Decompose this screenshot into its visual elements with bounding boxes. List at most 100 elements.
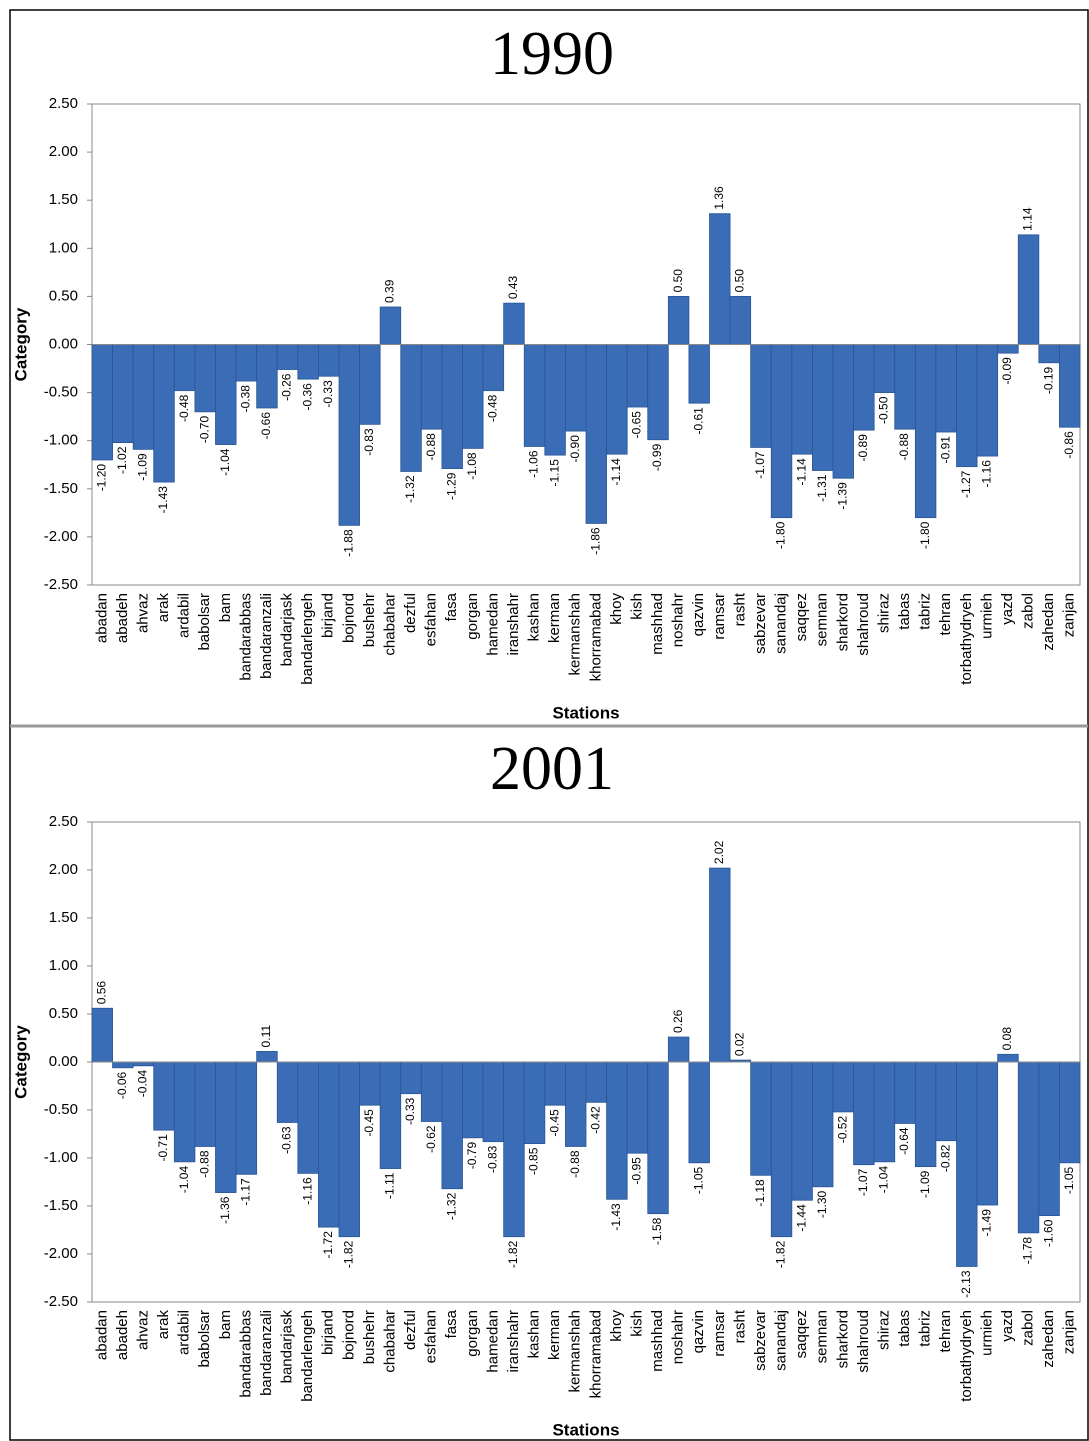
y-tick-label: 0.00 <box>49 335 78 352</box>
bar <box>935 1061 957 1142</box>
y-tick-label: 2.00 <box>49 143 78 160</box>
bar <box>565 1061 587 1147</box>
x-tick-label: mashhad <box>649 1310 666 1372</box>
y-tick-label: -1.00 <box>44 1149 78 1166</box>
value-label: 0.56 <box>94 981 108 1005</box>
y-tick-label: -2.00 <box>44 528 78 545</box>
value-label: -0.19 <box>1041 366 1055 394</box>
value-label: -1.80 <box>774 521 788 549</box>
value-label: 0.26 <box>671 1009 685 1033</box>
value-label: -0.45 <box>547 1109 561 1137</box>
x-tick-label: khorramabad <box>587 593 604 681</box>
x-tick-label: tabriz <box>917 1310 934 1347</box>
y-axis-title: Category <box>11 307 30 381</box>
value-label: -0.89 <box>856 434 870 462</box>
value-label: -0.79 <box>465 1142 479 1170</box>
value-label: -1.72 <box>321 1231 335 1259</box>
x-tick-label: bam <box>217 1310 234 1339</box>
x-tick-label: noshahr <box>670 593 687 647</box>
x-tick-label: shahroud <box>855 593 872 656</box>
bar <box>812 344 834 471</box>
bar <box>379 306 402 345</box>
bar <box>482 1061 505 1143</box>
value-label: -1.20 <box>94 464 108 492</box>
bar <box>1038 344 1060 364</box>
x-tick-label: bandaranzali <box>258 1310 275 1396</box>
value-label: -1.04 <box>218 448 232 476</box>
value-label: -0.06 <box>115 1071 129 1099</box>
x-tick-label: semnan <box>814 593 831 646</box>
value-label: -1.07 <box>856 1168 870 1196</box>
y-tick-label: 1.50 <box>49 909 78 926</box>
bar <box>173 344 196 392</box>
value-label: -0.38 <box>239 385 253 413</box>
bar <box>194 344 216 413</box>
bar <box>647 344 669 441</box>
y-tick-label: 2.50 <box>49 813 78 830</box>
x-tick-label: abadan <box>93 1310 110 1360</box>
value-label: -0.48 <box>177 394 191 422</box>
bar <box>585 1061 607 1103</box>
value-label: -1.58 <box>650 1217 664 1245</box>
x-tick-label: chabahar <box>381 593 398 656</box>
y-tick-label: 1.00 <box>49 239 78 256</box>
x-tick-label: bandaranzali <box>258 593 275 679</box>
value-label: -1.04 <box>877 1166 891 1194</box>
value-label: -0.33 <box>403 1097 417 1125</box>
bar <box>956 1061 978 1267</box>
value-label: 0.08 <box>1000 1027 1014 1051</box>
x-tick-label: saqqez <box>793 1310 810 1358</box>
x-tick-label: tabas <box>896 1310 913 1347</box>
value-label: 0.02 <box>733 1032 747 1056</box>
x-tick-label: arak <box>155 593 172 623</box>
x-tick-label: ramsar <box>711 1310 728 1357</box>
bar <box>853 344 875 431</box>
value-label: -1.14 <box>609 458 623 486</box>
bar <box>235 1061 258 1175</box>
x-tick-label: esfahan <box>423 593 440 646</box>
x-tick-label: hamedan <box>484 593 501 656</box>
x-tick-label: shahroud <box>855 1310 872 1373</box>
chart-title: 1990 <box>490 20 614 88</box>
y-tick-label: -1.00 <box>44 432 78 449</box>
bar <box>791 344 813 455</box>
value-label: -1.18 <box>753 1179 767 1207</box>
value-label: 0.43 <box>506 275 520 299</box>
bar <box>132 344 155 450</box>
y-tick-label: -1.50 <box>44 1197 78 1214</box>
x-tick-label: esfahan <box>423 1310 440 1363</box>
bar <box>894 344 916 430</box>
x-tick-label: tabriz <box>917 593 934 630</box>
x-tick-label: abadeh <box>114 1310 131 1360</box>
value-label: -1.06 <box>527 450 541 478</box>
x-tick-label: tabas <box>896 593 913 630</box>
bar <box>318 344 340 377</box>
bar <box>523 1061 546 1144</box>
value-label: -1.43 <box>609 1203 623 1231</box>
bar <box>235 344 258 382</box>
value-label: -1.44 <box>794 1204 808 1232</box>
value-label: -0.64 <box>897 1127 911 1155</box>
x-tick-label: zanjan <box>1061 1310 1078 1354</box>
value-label: -0.88 <box>897 433 911 461</box>
value-label: -0.66 <box>259 412 273 440</box>
bar <box>688 344 710 404</box>
bar <box>112 1061 134 1069</box>
value-label: -0.45 <box>362 1109 376 1137</box>
value-label: -1.86 <box>588 527 602 555</box>
x-tick-label: sharkord <box>834 1310 851 1368</box>
value-label: -0.62 <box>424 1125 438 1153</box>
x-tick-label: noshahr <box>670 1310 687 1364</box>
x-tick-label: zabol <box>1020 1310 1037 1346</box>
x-tick-label: khoy <box>608 593 625 625</box>
bar <box>1059 344 1081 428</box>
x-tick-label: dezful <box>402 1310 419 1350</box>
bar <box>812 1061 834 1188</box>
bar <box>770 344 793 519</box>
bar <box>441 344 463 469</box>
bar <box>1038 1061 1060 1217</box>
value-label: 0.11 <box>259 1025 273 1048</box>
x-tick-label: birjand <box>320 1310 337 1355</box>
value-label: -0.83 <box>362 428 376 456</box>
x-tick-label: zahedan <box>1040 1310 1057 1368</box>
